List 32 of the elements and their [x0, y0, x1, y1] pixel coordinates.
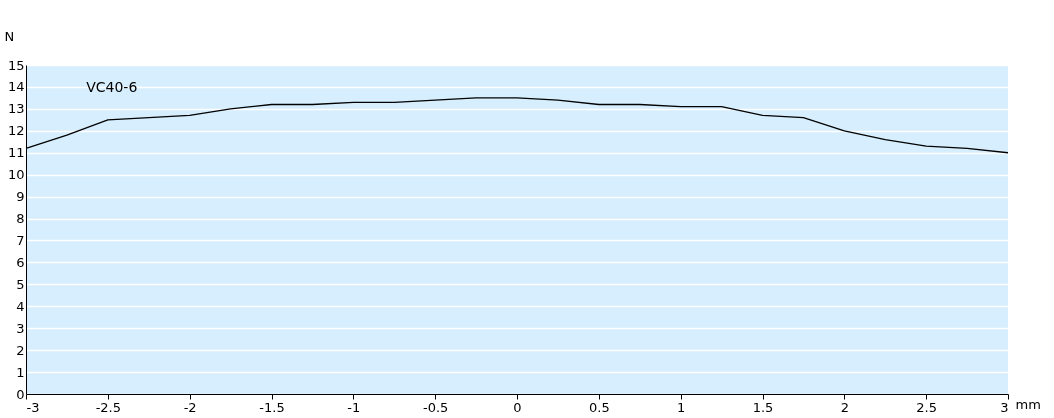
x-tick-label: 0 [513, 399, 522, 415]
x-tick-label: 2 [840, 399, 849, 415]
x-tick-label: -1.5 [259, 399, 285, 415]
y-tick-label: 11 [7, 145, 25, 161]
x-tick-label: 3 [1000, 399, 1009, 415]
y-tick-label: 0 [16, 386, 25, 402]
y-tick-label: 3 [16, 320, 25, 336]
y-tick-label: 9 [16, 189, 25, 205]
y-tick-label: 4 [16, 298, 25, 314]
y-tick-label: 13 [7, 101, 25, 117]
x-tick-label: -2.5 [95, 399, 122, 415]
y-tick-label: 2 [16, 342, 25, 358]
x-axis-title: mm [1015, 396, 1041, 412]
y-tick-label: 14 [7, 79, 25, 95]
y-tick-label: 6 [16, 254, 25, 270]
y-tick-label: 5 [16, 276, 25, 292]
x-tick-label: -1 [347, 399, 361, 415]
x-tick-label: -0.5 [422, 399, 449, 415]
x-tick-label: 1 [677, 399, 686, 415]
y-tick-label: 8 [16, 211, 25, 227]
y-tick-label: 7 [16, 232, 25, 248]
x-tick-label: 2.5 [916, 399, 938, 415]
x-tick-label: -2 [183, 399, 197, 415]
series-label: VC40-6 [86, 78, 138, 95]
y-tick-label: 12 [7, 123, 25, 139]
y-axis-title: N [4, 28, 15, 44]
y-tick-label: 15 [7, 57, 25, 73]
x-tick-label: -3 [26, 399, 40, 415]
x-tick-label: 0.5 [588, 399, 610, 415]
y-tick-label: 1 [16, 364, 25, 380]
y-tick-label: 10 [7, 167, 25, 183]
x-tick-label: 1.5 [752, 399, 774, 415]
